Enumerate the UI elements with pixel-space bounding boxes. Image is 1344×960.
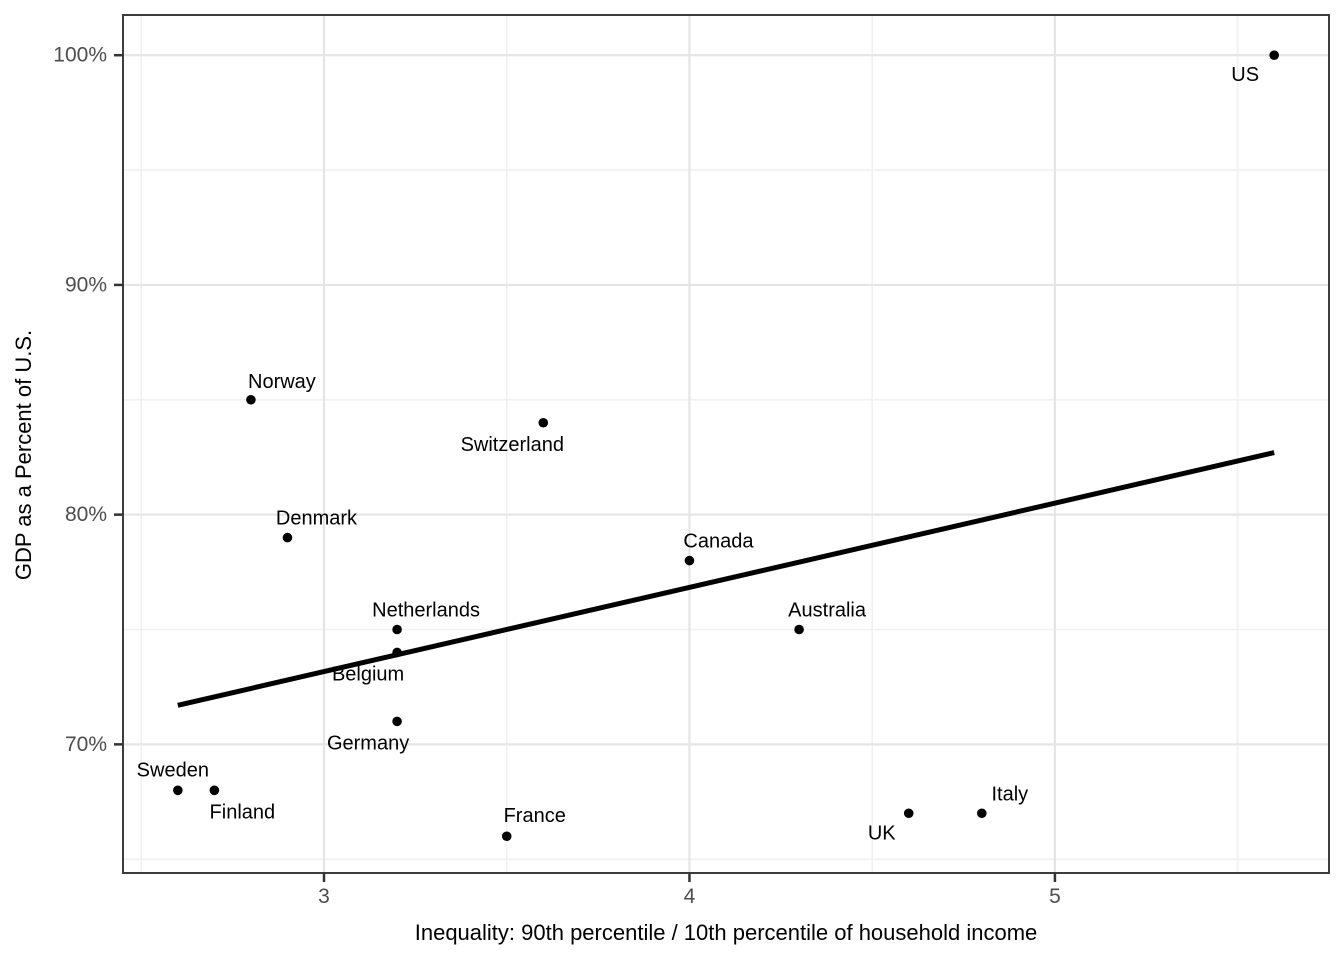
y-tick-label: 100%	[53, 44, 107, 67]
point-label-belgium: Belgium	[332, 663, 404, 685]
data-point-denmark	[282, 532, 293, 543]
point-label-switzerland: Switzerland	[461, 434, 564, 456]
x-axis-title: Inequality: 90th percentile / 10th perce…	[415, 920, 1038, 945]
panel-border	[122, 14, 1330, 874]
axis-tick-marks	[114, 53, 1057, 882]
axis-tick-labels: 3 4 5 70% 80% 90% 100%	[53, 44, 1060, 908]
data-point-finland	[209, 785, 220, 796]
y-tick-label: 80%	[65, 503, 107, 526]
trend-line-layer	[177, 450, 1275, 708]
data-point-us	[1269, 50, 1279, 61]
data-point-canada	[684, 555, 695, 566]
y-tick-label: 70%	[65, 733, 107, 756]
point-label-netherlands: Netherlands	[372, 599, 480, 621]
data-point-uk	[903, 808, 914, 819]
point-label-australia: Australia	[788, 599, 867, 621]
x-tick-label: 4	[684, 885, 696, 908]
major-gridlines	[123, 15, 1329, 873]
point-label-sweden: Sweden	[137, 759, 209, 781]
y-axis-title: GDP as a Percent of U.S.	[11, 330, 36, 580]
data-points-layer	[173, 50, 1279, 842]
data-point-sweden	[173, 785, 183, 796]
point-label-france: France	[504, 805, 566, 827]
point-label-us: US	[1231, 64, 1259, 86]
data-point-italy	[977, 808, 987, 819]
data-point-france	[501, 831, 512, 842]
point-label-denmark: Denmark	[276, 508, 358, 530]
point-label-norway: Norway	[248, 371, 316, 393]
data-point-norway	[246, 394, 256, 405]
data-point-germany	[392, 716, 402, 727]
data-point-switzerland	[538, 417, 549, 428]
point-label-uk: UK	[868, 822, 896, 844]
data-point-netherlands	[392, 624, 402, 635]
data-point-belgium	[392, 647, 402, 658]
data-point-australia	[794, 624, 804, 635]
point-label-finland: Finland	[210, 801, 276, 823]
x-tick-label: 3	[318, 885, 330, 908]
regression-trend-line	[177, 450, 1275, 708]
y-tick-label: 90%	[65, 273, 107, 296]
point-label-germany: Germany	[327, 732, 409, 754]
point-label-canada: Canada	[683, 531, 754, 553]
point-label-italy: Italy	[991, 783, 1028, 805]
x-tick-label: 5	[1049, 885, 1061, 908]
